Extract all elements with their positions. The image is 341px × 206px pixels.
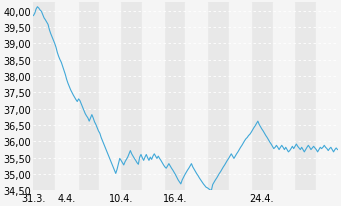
- Bar: [316, 4, 338, 191]
- Bar: [273, 4, 294, 191]
- Bar: [99, 4, 120, 191]
- Bar: [142, 4, 164, 191]
- Bar: [186, 4, 207, 191]
- Bar: [229, 4, 251, 191]
- Bar: [55, 4, 77, 191]
